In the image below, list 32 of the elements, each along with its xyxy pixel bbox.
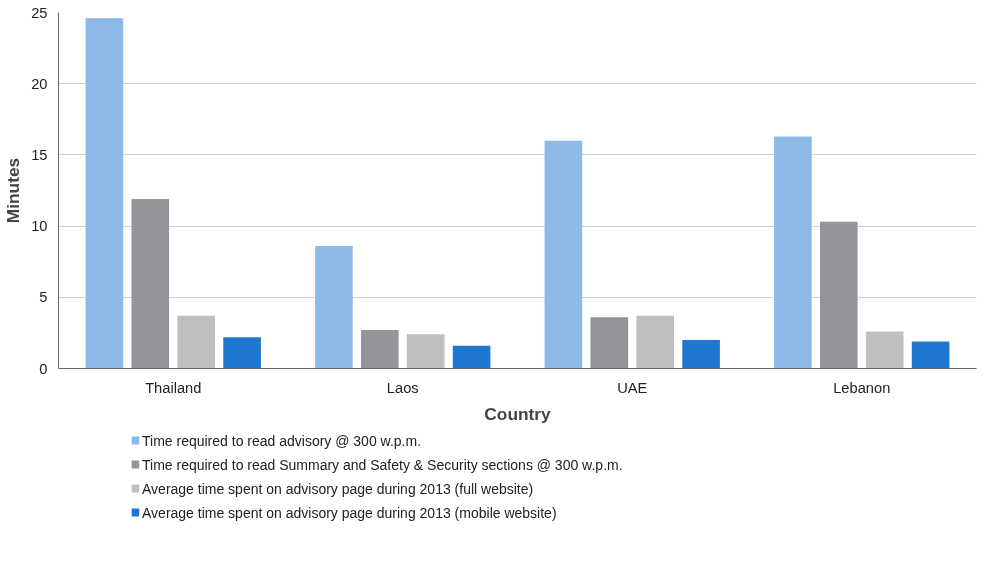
legend-label: Time required to read advisory @ 300 w.p.m.	[142, 432, 422, 449]
bar	[819, 221, 858, 369]
bar	[131, 199, 170, 369]
bar	[85, 18, 124, 369]
bar	[360, 330, 399, 369]
y-tick-label: 20	[31, 75, 48, 92]
bar	[223, 337, 261, 369]
x-tick-label: Laos	[386, 379, 419, 396]
bar	[682, 340, 720, 369]
y-tick-label: 0	[39, 360, 48, 377]
y-tick-label: 25	[31, 4, 48, 21]
legend-label: Time required to read Summary and Safety & Security sections @ 300 w.p.m.	[142, 456, 623, 473]
x-axis-title: Country	[484, 403, 552, 424]
bar	[774, 136, 812, 369]
x-tick-label: Lebanon	[833, 379, 891, 396]
bar	[315, 246, 353, 369]
x-tick-label: Thailand	[145, 379, 202, 396]
bar	[865, 331, 904, 369]
bar	[544, 140, 583, 369]
bar	[911, 341, 950, 369]
bar	[406, 334, 445, 369]
bar	[452, 345, 491, 369]
bar	[590, 317, 629, 369]
legend-label: Average time spent on advisory page during 2013 (mobile website)	[142, 504, 557, 521]
y-tick-label: 10	[31, 218, 48, 235]
y-tick-label: 15	[31, 146, 48, 163]
y-axis-title: Minutes	[3, 157, 24, 224]
bar	[177, 315, 216, 369]
legend-label: Average time spent on advisory page during 2013 (full website)	[142, 480, 534, 497]
x-tick-label: UAE	[617, 379, 648, 396]
y-tick-label: 5	[39, 289, 48, 306]
bar	[636, 315, 675, 369]
